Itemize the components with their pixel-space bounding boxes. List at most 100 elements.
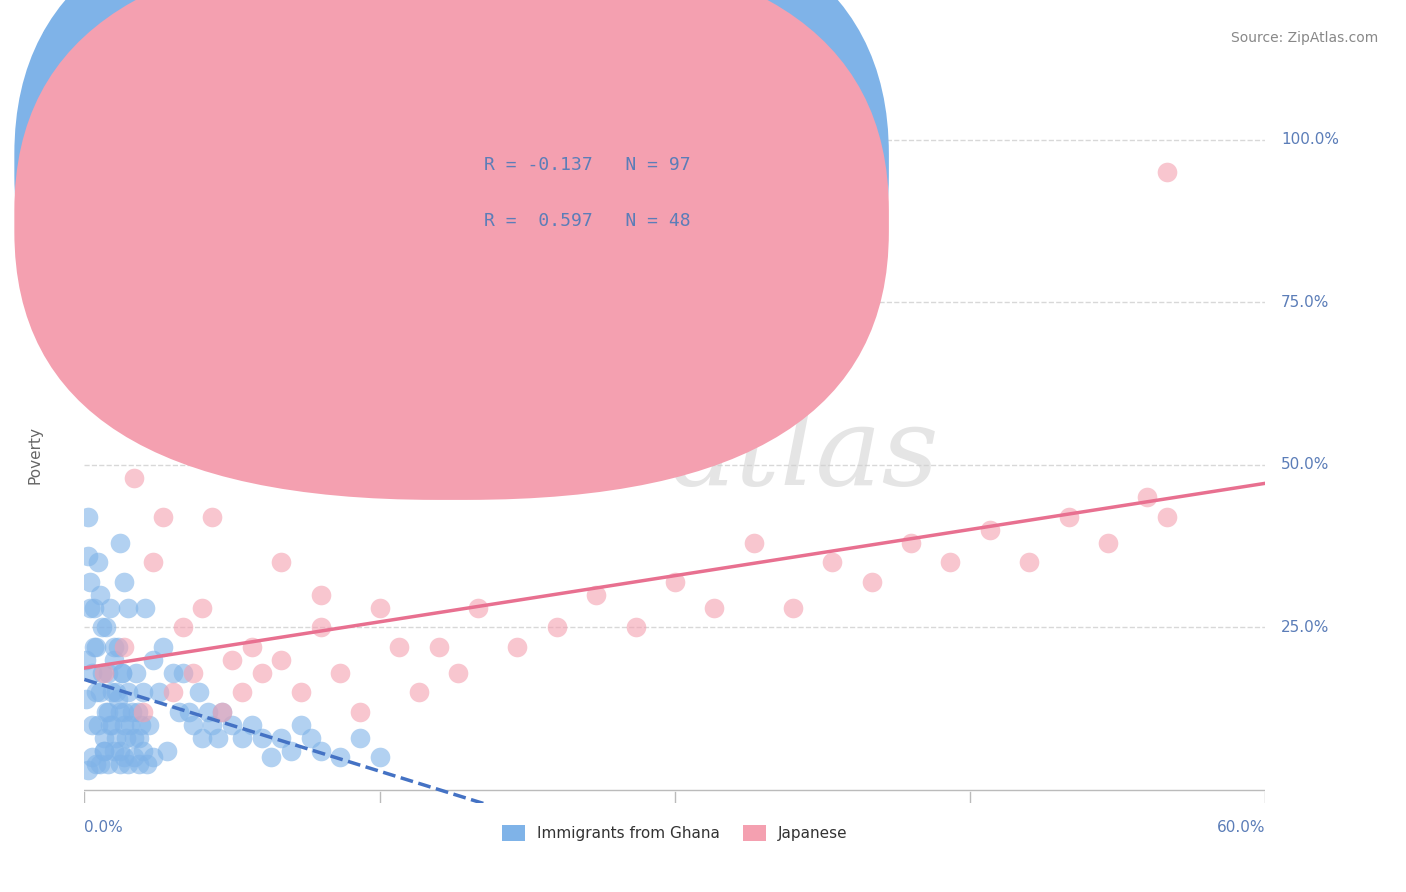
Point xyxy=(191,600,214,615)
Point xyxy=(162,685,184,699)
Point xyxy=(231,685,253,699)
Point xyxy=(98,718,121,732)
Point xyxy=(84,640,107,654)
Point xyxy=(104,731,127,745)
Point xyxy=(172,665,194,680)
Point xyxy=(89,685,111,699)
Point xyxy=(97,665,120,680)
Point xyxy=(122,731,145,745)
Point xyxy=(94,705,117,719)
Text: Poverty: Poverty xyxy=(27,425,42,484)
Point xyxy=(172,620,194,634)
Point xyxy=(134,600,156,615)
Point xyxy=(290,685,312,699)
Point xyxy=(664,574,686,589)
Point xyxy=(742,535,765,549)
Point xyxy=(624,620,647,634)
Point xyxy=(77,764,100,778)
Point xyxy=(83,640,105,654)
Point xyxy=(112,750,135,764)
Point xyxy=(121,705,143,719)
Point xyxy=(221,718,243,732)
Text: R =  0.597   N = 48: R = 0.597 N = 48 xyxy=(484,212,690,230)
Point xyxy=(79,574,101,589)
Point xyxy=(111,665,134,680)
Point xyxy=(108,756,131,771)
Point xyxy=(329,665,352,680)
Point xyxy=(250,665,273,680)
Point xyxy=(104,685,127,699)
Point xyxy=(211,705,233,719)
Point xyxy=(97,705,120,719)
Text: IMMIGRANTS FROM GHANA VS JAPANESE POVERTY CORRELATION CHART: IMMIGRANTS FROM GHANA VS JAPANESE POVERT… xyxy=(42,31,776,49)
Point xyxy=(1057,509,1080,524)
Point xyxy=(132,744,155,758)
Point xyxy=(93,744,115,758)
Point xyxy=(240,640,263,654)
Point xyxy=(97,756,120,771)
Point xyxy=(142,653,165,667)
Point xyxy=(101,718,124,732)
Point xyxy=(506,640,529,654)
Point xyxy=(447,665,470,680)
Point xyxy=(546,620,568,634)
Point xyxy=(117,685,139,699)
Point xyxy=(93,665,115,680)
Point xyxy=(148,685,170,699)
Point xyxy=(231,731,253,745)
Point xyxy=(118,718,141,732)
Text: 0.0%: 0.0% xyxy=(84,821,124,835)
Point xyxy=(191,731,214,745)
Point xyxy=(201,718,224,732)
Point xyxy=(77,549,100,563)
Point xyxy=(349,731,371,745)
Point xyxy=(309,620,332,634)
Point xyxy=(290,718,312,732)
Point xyxy=(107,640,129,654)
Point xyxy=(124,665,146,680)
Point xyxy=(299,731,322,745)
Point xyxy=(309,744,332,758)
Point xyxy=(142,750,165,764)
Point xyxy=(89,588,111,602)
Point xyxy=(87,718,110,732)
Point xyxy=(138,718,160,732)
Point xyxy=(201,509,224,524)
Point xyxy=(108,705,131,719)
Point xyxy=(128,756,150,771)
Point xyxy=(181,718,204,732)
Point xyxy=(107,691,129,706)
Text: R = -0.137   N = 97: R = -0.137 N = 97 xyxy=(484,156,690,174)
Point xyxy=(152,509,174,524)
Point xyxy=(250,731,273,745)
Point xyxy=(117,600,139,615)
Point xyxy=(703,600,725,615)
Point xyxy=(368,600,391,615)
Point xyxy=(108,535,131,549)
Text: 50.0%: 50.0% xyxy=(1281,458,1330,472)
Point xyxy=(280,744,302,758)
Point xyxy=(181,665,204,680)
Point xyxy=(177,705,200,719)
Point xyxy=(136,756,159,771)
Point xyxy=(91,665,114,680)
Point xyxy=(349,705,371,719)
Point xyxy=(108,744,131,758)
Point xyxy=(329,750,352,764)
Point xyxy=(1097,535,1119,549)
Point xyxy=(77,509,100,524)
Legend: Immigrants from Ghana, Japanese: Immigrants from Ghana, Japanese xyxy=(496,819,853,847)
Point xyxy=(368,750,391,764)
Point xyxy=(112,640,135,654)
Point xyxy=(79,600,101,615)
Point xyxy=(93,731,115,745)
Text: 75.0%: 75.0% xyxy=(1281,294,1330,310)
Point xyxy=(112,718,135,732)
Point xyxy=(900,535,922,549)
Point xyxy=(117,756,139,771)
Point xyxy=(94,620,117,634)
Point xyxy=(427,640,450,654)
Point xyxy=(112,705,135,719)
Point xyxy=(128,731,150,745)
Point xyxy=(84,685,107,699)
